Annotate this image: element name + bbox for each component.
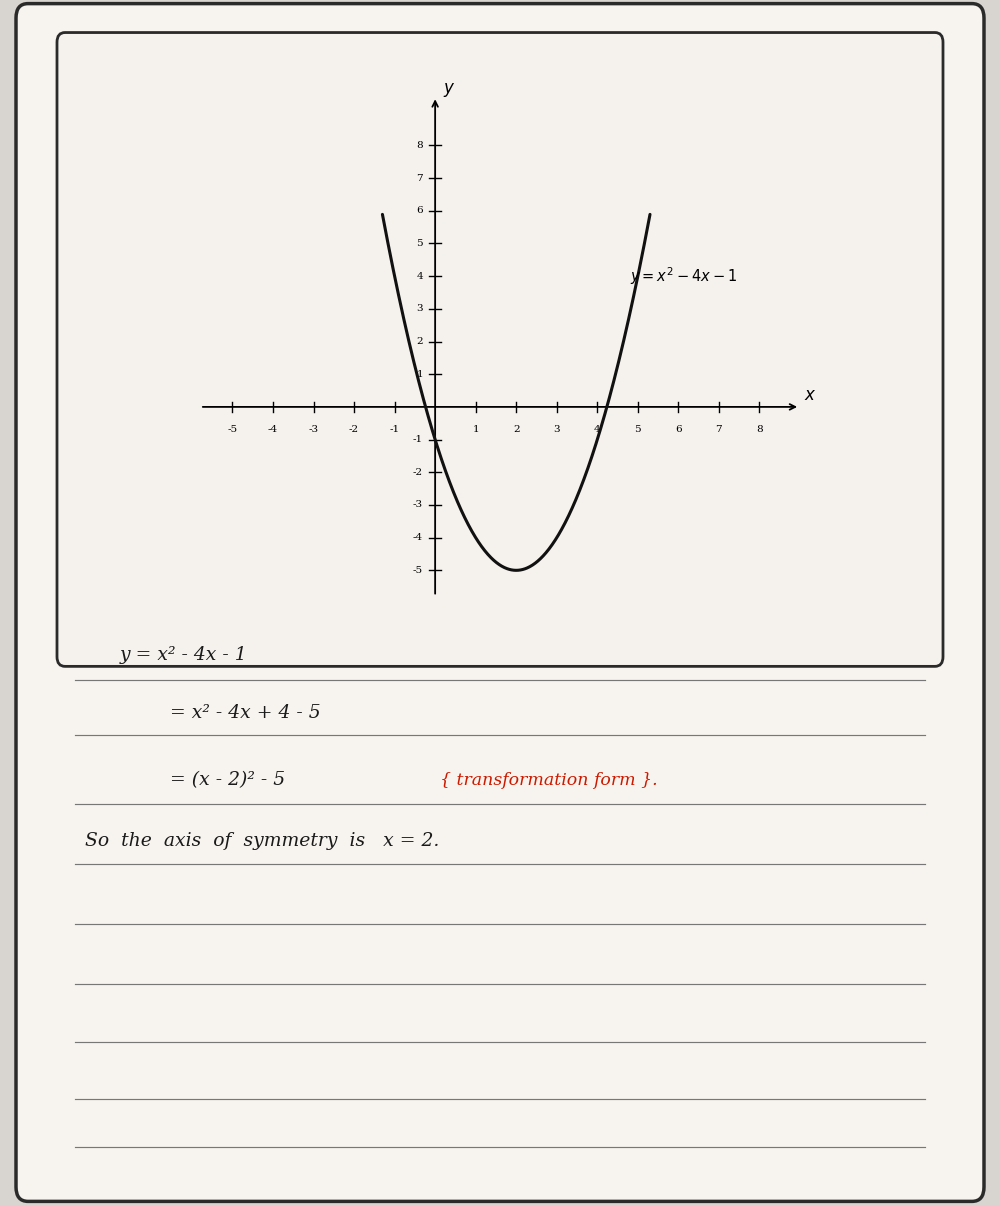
Text: 2: 2 xyxy=(416,337,423,346)
Text: -2: -2 xyxy=(413,468,423,477)
Text: 1: 1 xyxy=(416,370,423,378)
Text: 6: 6 xyxy=(416,206,423,216)
Text: 5: 5 xyxy=(635,425,641,434)
Text: 4: 4 xyxy=(594,425,601,434)
Text: 5: 5 xyxy=(416,239,423,248)
Text: 7: 7 xyxy=(716,425,722,434)
Text: 4: 4 xyxy=(416,271,423,281)
Text: -3: -3 xyxy=(308,425,319,434)
Text: -4: -4 xyxy=(413,533,423,542)
Text: $x$: $x$ xyxy=(804,387,816,404)
Text: { transformation form }.: { transformation form }. xyxy=(440,772,658,789)
Text: -1: -1 xyxy=(390,425,400,434)
Text: -1: -1 xyxy=(413,435,423,445)
Text: 6: 6 xyxy=(675,425,682,434)
Text: 1: 1 xyxy=(472,425,479,434)
Text: -5: -5 xyxy=(413,566,423,575)
Text: -3: -3 xyxy=(413,500,423,510)
Text: 8: 8 xyxy=(756,425,763,434)
Text: = (x - 2)² - 5: = (x - 2)² - 5 xyxy=(170,771,285,789)
Text: -4: -4 xyxy=(268,425,278,434)
Text: y = x² - 4x - 1: y = x² - 4x - 1 xyxy=(120,646,248,664)
Text: 7: 7 xyxy=(416,174,423,183)
Text: 3: 3 xyxy=(416,305,423,313)
Text: -2: -2 xyxy=(349,425,359,434)
Text: So  the  axis  of  symmetry  is   x = 2.: So the axis of symmetry is x = 2. xyxy=(85,831,439,850)
FancyBboxPatch shape xyxy=(57,33,943,666)
Text: 2: 2 xyxy=(513,425,520,434)
Text: -5: -5 xyxy=(227,425,237,434)
Text: 8: 8 xyxy=(416,141,423,149)
Text: $y$: $y$ xyxy=(443,81,456,99)
Text: $y = x^2 - 4x - 1$: $y = x^2 - 4x - 1$ xyxy=(630,265,737,287)
FancyBboxPatch shape xyxy=(16,4,984,1201)
Text: 3: 3 xyxy=(553,425,560,434)
Text: = x² - 4x + 4 - 5: = x² - 4x + 4 - 5 xyxy=(170,704,321,722)
